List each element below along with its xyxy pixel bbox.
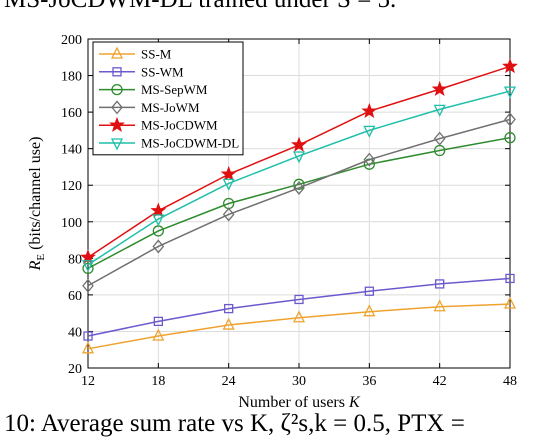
y-tick-label: 120 xyxy=(61,179,82,194)
data-point xyxy=(222,178,235,191)
data-point xyxy=(109,116,125,132)
series-line xyxy=(87,136,511,270)
series-ms-jocdwm xyxy=(80,58,518,265)
series-line xyxy=(87,303,511,350)
data-point xyxy=(433,299,446,312)
data-point xyxy=(81,341,95,354)
data-point xyxy=(82,278,94,293)
data-point xyxy=(364,286,374,296)
x-axis-label-var: K xyxy=(348,394,361,411)
data-point xyxy=(220,165,237,182)
series-ss-m xyxy=(81,296,517,354)
series-ms-sepwm xyxy=(82,132,516,275)
legend: SS-M SS-WM MS-SepWM MS-JoWM MS-JoCDWM MS-JoCD… xyxy=(92,41,244,156)
data-point xyxy=(433,131,446,146)
x-tick-label: 30 xyxy=(292,374,306,389)
x-tick-label: 12 xyxy=(81,374,95,389)
y-tick-label: 200 xyxy=(61,33,82,48)
data-point xyxy=(222,317,235,330)
x-tick-labels: 12 18 24 30 36 42 48 xyxy=(81,39,517,389)
legend-box xyxy=(92,41,244,156)
data-point xyxy=(111,100,123,115)
data-point xyxy=(294,294,304,305)
data-point xyxy=(504,112,516,127)
y-tick-label: 160 xyxy=(61,106,82,121)
legend-entry: MS-JoCDWM xyxy=(99,116,218,133)
x-tick-label: 36 xyxy=(362,374,376,389)
data-point xyxy=(504,132,516,144)
y-axis-label-unit: (bits/channel use) xyxy=(27,137,44,254)
y-tick-label: 100 xyxy=(61,216,82,231)
data-point xyxy=(152,214,165,227)
y-tick-label: 80 xyxy=(68,252,82,267)
series-ms-jocdwm-dl xyxy=(81,86,517,273)
x-tick-label: 48 xyxy=(503,374,517,389)
y-tick-labels: 20 40 60 80 100 120 140 160 180 200 xyxy=(61,33,510,377)
caption-top: MS-JoCDWM-DL trained under S = 5. xyxy=(4,0,396,14)
data-point xyxy=(363,304,376,317)
series-ss-wm xyxy=(83,273,515,341)
data-point xyxy=(224,303,234,314)
caption-bottom: 10: Average sum rate vs K, ζ²s,k = 0.5, … xyxy=(4,410,465,437)
legend-label: MS-JoCDWM xyxy=(141,118,218,133)
data-point xyxy=(291,136,307,152)
data-point xyxy=(502,58,518,74)
legend-label: MS-JoCDWM-DL xyxy=(141,136,239,151)
data-point xyxy=(82,262,94,275)
legend-entry: MS-JoCDWM-DL xyxy=(99,136,239,151)
data-point xyxy=(361,102,378,118)
data-point xyxy=(363,152,376,167)
y-tick-label: 140 xyxy=(61,143,82,158)
data-point xyxy=(111,83,123,96)
legend-entry: SS-WM xyxy=(99,64,184,79)
data-point xyxy=(150,202,167,218)
data-point xyxy=(81,260,95,273)
data-point xyxy=(503,296,517,309)
y-tick-label: 20 xyxy=(68,362,82,377)
data-point xyxy=(110,138,124,151)
data-point xyxy=(222,207,235,222)
x-axis-label: Number of users K xyxy=(238,394,361,411)
legend-label: SS-WM xyxy=(141,64,184,79)
series-line xyxy=(87,277,511,337)
data-point xyxy=(292,310,306,323)
y-tick-label: 60 xyxy=(68,289,82,304)
data-point xyxy=(153,316,163,327)
x-tick-label: 24 xyxy=(222,374,236,389)
y-tick-label: 40 xyxy=(68,325,82,340)
data-point xyxy=(152,239,165,254)
y-axis-label-subscript: E xyxy=(35,254,47,261)
data-point xyxy=(152,328,165,341)
x-axis-label-text: Number of users xyxy=(238,394,349,411)
data-point xyxy=(293,178,305,190)
data-point xyxy=(112,67,122,77)
series-ms-jowm xyxy=(82,112,516,293)
data-point xyxy=(433,104,446,117)
data-point xyxy=(505,273,515,284)
series-line xyxy=(87,90,511,266)
legend-label: SS-M xyxy=(141,47,172,62)
y-axis-label-symbol: R xyxy=(27,260,44,271)
x-tick-label: 18 xyxy=(151,374,165,389)
legend-entry: MS-JoWM xyxy=(99,100,200,115)
data-point xyxy=(435,279,445,289)
data-point xyxy=(293,180,305,195)
y-tick-label: 180 xyxy=(61,70,82,85)
legend-entry: SS-M xyxy=(99,47,172,62)
data-point xyxy=(292,151,306,164)
y-axis-label: RE (bits/channel use) xyxy=(27,137,47,272)
legend-label: MS-SepWM xyxy=(141,82,208,97)
legend-label: MS-JoWM xyxy=(141,100,200,115)
data-point xyxy=(83,331,93,341)
data-point xyxy=(503,86,517,99)
data-point xyxy=(431,80,448,97)
legend-entry: MS-SepWM xyxy=(99,82,208,97)
data-point xyxy=(110,46,124,59)
x-tick-label: 42 xyxy=(433,374,447,389)
series-line xyxy=(87,118,511,287)
data-point xyxy=(363,125,376,138)
series-group xyxy=(80,58,518,354)
